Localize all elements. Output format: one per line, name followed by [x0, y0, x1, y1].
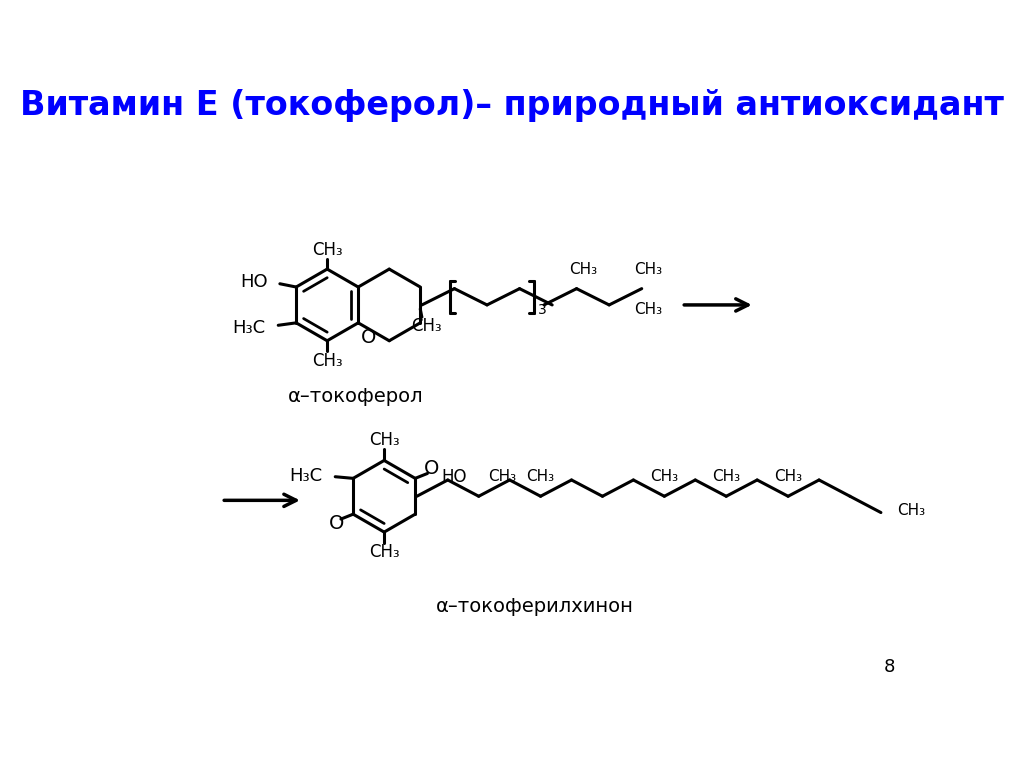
Text: CH₃: CH₃ [634, 301, 663, 317]
Text: CH₃: CH₃ [412, 317, 442, 335]
Text: α–токоферилхинон: α–токоферилхинон [436, 597, 634, 616]
Text: CH₃: CH₃ [712, 469, 740, 484]
Text: 8: 8 [884, 658, 895, 676]
Text: O: O [329, 515, 344, 533]
Text: CH₃: CH₃ [369, 544, 399, 561]
Text: α–токоферол: α–токоферол [288, 387, 424, 406]
Text: CH₃: CH₃ [774, 469, 802, 484]
Text: CH₃: CH₃ [369, 431, 399, 449]
Text: H₃C: H₃C [289, 467, 323, 485]
Text: CH₃: CH₃ [488, 469, 516, 484]
Text: CH₃: CH₃ [650, 469, 679, 484]
Text: H₃C: H₃C [232, 319, 265, 337]
Text: CH₃: CH₃ [312, 352, 342, 370]
Text: HO: HO [441, 468, 467, 486]
Text: 3: 3 [538, 303, 547, 317]
Text: Витамин Е (токоферол)– природный антиоксидант: Витамин Е (токоферол)– природный антиокс… [20, 89, 1004, 122]
Text: O: O [424, 459, 439, 478]
Text: CH₃: CH₃ [897, 503, 926, 518]
Text: O: O [361, 328, 377, 347]
Text: HO: HO [240, 273, 267, 291]
Text: CH₃: CH₃ [569, 262, 597, 278]
Text: CH₃: CH₃ [526, 469, 555, 484]
Text: CH₃: CH₃ [634, 262, 663, 278]
Text: CH₃: CH₃ [312, 241, 342, 258]
